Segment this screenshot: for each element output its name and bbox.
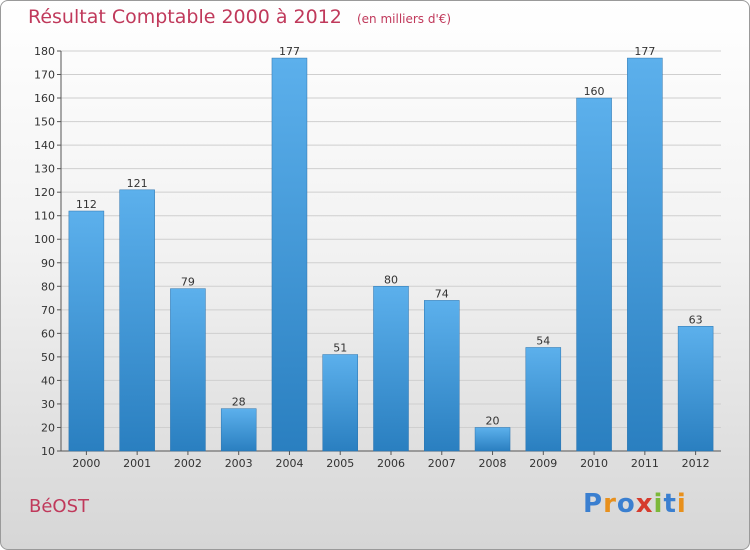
y-tick-label: 160 bbox=[34, 92, 55, 105]
y-tick-label: 120 bbox=[34, 186, 55, 199]
logo-letter: i bbox=[676, 489, 687, 519]
x-tick-label: 2005 bbox=[326, 457, 354, 470]
data-label-2009: 54 bbox=[536, 334, 550, 347]
commune-name: BéOST bbox=[29, 496, 90, 517]
y-tick-label: 40 bbox=[41, 374, 55, 387]
y-tick-label: 110 bbox=[34, 210, 55, 223]
y-tick-label: 10 bbox=[41, 445, 55, 458]
x-tick-label: 2006 bbox=[377, 457, 405, 470]
y-tick-label: 30 bbox=[41, 398, 55, 411]
y-tick-label: 140 bbox=[34, 139, 55, 152]
y-tick-label: 150 bbox=[34, 116, 55, 129]
x-tick-label: 2008 bbox=[479, 457, 507, 470]
y-tick-label: 100 bbox=[34, 233, 55, 246]
x-tick-label: 2002 bbox=[174, 457, 202, 470]
x-tick-label: 2010 bbox=[580, 457, 608, 470]
logo-letter: i bbox=[653, 489, 664, 519]
logo-letter: r bbox=[603, 489, 617, 519]
bar-2004 bbox=[271, 57, 308, 452]
x-tick-label: 2011 bbox=[631, 457, 659, 470]
x-tick-label: 2003 bbox=[225, 457, 253, 470]
y-tick-label: 80 bbox=[41, 280, 55, 293]
data-label-2008: 20 bbox=[486, 414, 500, 427]
y-tick-label: 70 bbox=[41, 304, 55, 317]
proxiti-logo: Proxiti bbox=[583, 489, 687, 519]
y-tick-label: 90 bbox=[41, 257, 55, 270]
bar-2008 bbox=[474, 427, 511, 452]
logo-letter: x bbox=[635, 489, 654, 519]
y-tick-label: 20 bbox=[41, 421, 55, 434]
y-tick-label: 60 bbox=[41, 327, 55, 340]
bar-2007 bbox=[424, 300, 460, 452]
bar-2002 bbox=[170, 288, 206, 452]
y-tick-label: 170 bbox=[34, 69, 55, 82]
bar-2009 bbox=[525, 347, 562, 452]
x-tick-label: 2009 bbox=[529, 457, 557, 470]
data-label-2005: 51 bbox=[333, 342, 347, 355]
data-label-2003: 28 bbox=[232, 396, 246, 409]
data-label-2011: 177 bbox=[634, 45, 655, 58]
data-label-2000: 112 bbox=[76, 198, 97, 211]
y-tick-label: 180 bbox=[34, 45, 55, 58]
data-label-2012: 63 bbox=[689, 313, 703, 326]
chart-title-block: Résultat Comptable 2000 à 2012 (en milli… bbox=[28, 6, 451, 28]
y-tick-label: 50 bbox=[41, 351, 55, 364]
x-tick-label: 2007 bbox=[428, 457, 456, 470]
data-label-2002: 79 bbox=[181, 276, 195, 289]
bars bbox=[68, 57, 714, 452]
bar-2001 bbox=[119, 189, 155, 452]
bar-2000 bbox=[68, 210, 105, 452]
data-label-2004: 177 bbox=[279, 45, 300, 58]
labels: 10 20 30 40 50 60 70 80 90 100 110 120 130 140 150 160 1… bbox=[34, 45, 710, 470]
y-tick-label: 130 bbox=[34, 163, 55, 176]
logo-letter: o bbox=[616, 489, 636, 519]
bar-2005 bbox=[322, 354, 358, 452]
x-tick-label: 2000 bbox=[72, 457, 100, 470]
bar-2006 bbox=[373, 286, 409, 452]
chart-title: Résultat Comptable 2000 à 2012 bbox=[28, 6, 342, 28]
x-tick-label: 2001 bbox=[123, 457, 151, 470]
logo-letter: P bbox=[583, 489, 604, 519]
x-tick-label: 2004 bbox=[275, 457, 303, 470]
x-tick-label: 2012 bbox=[682, 457, 710, 470]
data-label-2001: 121 bbox=[127, 177, 148, 190]
logo-letter: t bbox=[663, 489, 677, 519]
data-label-2006: 80 bbox=[384, 273, 398, 286]
bar-2011 bbox=[627, 57, 663, 452]
bar-2012 bbox=[677, 326, 714, 452]
bar-2010 bbox=[576, 97, 612, 452]
bar-2003 bbox=[220, 408, 257, 452]
data-label-2007: 74 bbox=[435, 287, 449, 300]
data-label-2010: 160 bbox=[584, 85, 605, 98]
chart-unit-label: (en milliers d'€) bbox=[356, 12, 452, 26]
